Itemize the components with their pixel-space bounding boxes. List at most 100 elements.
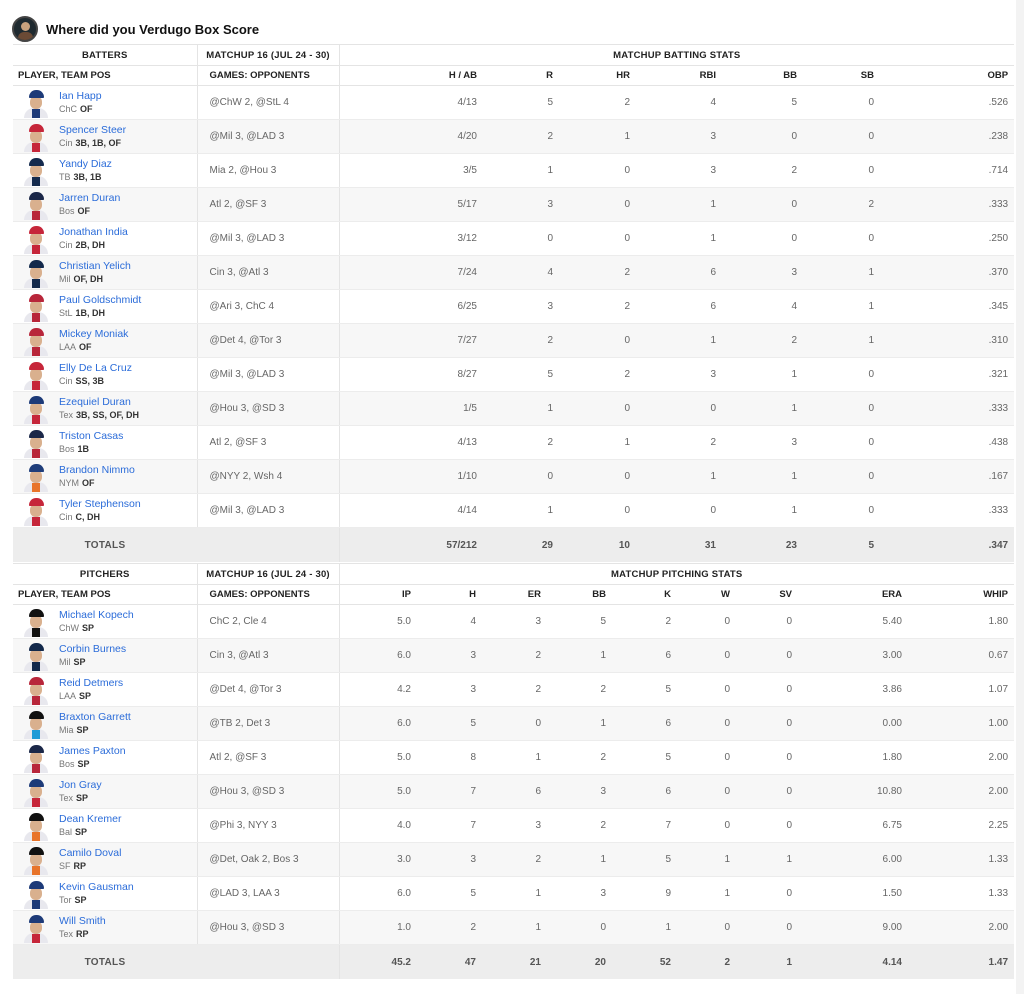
stat-column-header[interactable]: HR [567,65,644,86]
stat-cell: .238 [888,119,1015,154]
player-name-link[interactable]: Braxton Garrett [59,711,131,723]
player-headshot-icon[interactable] [23,879,49,909]
player-team: StL [59,308,73,318]
stat-cell: 3 [491,289,567,324]
player-headshot-icon[interactable] [23,258,49,288]
player-row: Braxton Garrett Mia SP @TB 2, Det 3 6.0 5 0 1 6 0… [13,706,1015,741]
player-headshot-icon[interactable] [23,641,49,671]
player-headshot-icon[interactable] [23,326,49,356]
stat-cell: 7 [620,808,685,843]
player-row: Elly De La Cruz Cin SS, 3B @Mil 3, @LAD 3 8/… [13,357,1015,392]
player-name-link[interactable]: Tyler Stephenson [59,498,141,510]
stat-column-header[interactable]: ERA [806,584,916,605]
player-row: Michael Kopech ChW SP ChC 2, Cle 4 5.0 4 3 5 2 0 0… [13,604,1015,639]
stat-cell: 0 [744,910,806,945]
player-team: ChW [59,623,79,633]
player-name-link[interactable]: Will Smith [59,915,106,927]
stat-cell: 0 [811,459,888,494]
stat-cell: 0 [744,672,806,707]
stat-cell: 1.00 [916,706,1015,741]
player-name-link[interactable]: Jon Gray [59,779,102,791]
stat-cell: 0 [567,187,644,222]
player-headshot-icon[interactable] [23,845,49,875]
stat-column-header[interactable]: W [685,584,744,605]
player-headshot-icon[interactable] [23,190,49,220]
stat-cell: 0 [744,740,806,775]
player-headshot-icon[interactable] [23,743,49,773]
games-column-header[interactable]: GAMES: OPPONENTS [197,65,340,86]
team-logo-avatar[interactable] [12,16,38,42]
player-headshot-icon[interactable] [23,811,49,841]
stat-column-header[interactable]: H [425,584,490,605]
stat-column-header[interactable]: SV [744,584,806,605]
player-headshot-icon[interactable] [23,292,49,322]
stat-cell: 1.80 [806,740,916,775]
stat-column-header[interactable]: WHIP [916,584,1015,605]
stat-cell: .438 [888,425,1015,460]
player-team: Bos [59,759,75,769]
player-name-link[interactable]: Paul Goldschmidt [59,294,142,306]
stat-column-header[interactable]: SB [811,65,888,86]
player-headshot-icon[interactable] [23,462,49,492]
player-name-link[interactable]: Ian Happ [59,90,102,102]
stat-cell: 4/14 [339,493,491,528]
player-name-link[interactable]: Kevin Gausman [59,881,134,893]
player-headshot-icon[interactable] [23,156,49,186]
player-name-link[interactable]: Triston Casas [59,430,124,442]
stat-column-header[interactable]: RBI [644,65,730,86]
stat-column-header[interactable]: BB [555,584,620,605]
player-headshot-icon[interactable] [23,428,49,458]
player-name-link[interactable]: Dean Kremer [59,813,122,825]
stat-column-header[interactable]: ER [490,584,555,605]
player-name-link[interactable]: Reid Detmers [59,677,124,689]
stat-cell: 5 [491,357,567,392]
player-headshot-icon[interactable] [23,122,49,152]
player-column-header[interactable]: PLAYER, TEAM POS [13,584,198,605]
player-name-link[interactable]: Jarren Duran [59,192,121,204]
page-scrollbar[interactable] [1016,0,1024,994]
stat-column-header[interactable]: H / AB [339,65,491,86]
player-row: Triston Casas Bos 1B Atl 2, @SF 3 4/13 2 1 2 3 0.… [13,425,1015,460]
player-name-link[interactable]: Corbin Burnes [59,643,127,655]
player-headshot-icon[interactable] [23,224,49,254]
stat-cell: 1 [555,706,620,741]
player-name-link[interactable]: Spencer Steer [59,124,127,136]
player-name-link[interactable]: Elly De La Cruz [59,362,132,374]
player-row: Brandon Nimmo NYM OF @NYY 2, Wsh 4 1/10 0 0 1 1 0… [13,459,1015,494]
player-name-link[interactable]: Christian Yelich [59,260,131,272]
player-headshot-icon[interactable] [23,88,49,118]
player-name-link[interactable]: Camilo Doval [59,847,122,859]
player-team: Bos [59,206,75,216]
player-headshot-icon[interactable] [23,777,49,807]
player-column-header[interactable]: PLAYER, TEAM POS [13,65,198,86]
stat-cell: 0 [685,774,744,809]
player-headshot-icon[interactable] [23,709,49,739]
games-opponents-cell: @Hou 3, @SD 3 [197,774,340,809]
stat-column-header[interactable]: IP [339,584,425,605]
stat-cell: 7 [425,774,490,809]
player-headshot-icon[interactable] [23,496,49,526]
stat-cell: 0 [811,493,888,528]
player-name-link[interactable]: Mickey Moniak [59,328,129,340]
stat-column-header[interactable]: R [491,65,567,86]
games-column-header[interactable]: GAMES: OPPONENTS [197,584,340,605]
player-headshot-icon[interactable] [23,607,49,637]
player-headshot-icon[interactable] [23,675,49,705]
player-headshot-icon[interactable] [23,360,49,390]
player-name-link[interactable]: Ezequiel Duran [59,396,131,408]
stat-column-header[interactable]: OBP [888,65,1015,86]
player-position: OF [80,104,93,114]
player-name-link[interactable]: Brandon Nimmo [59,464,135,476]
player-name-link[interactable]: Jonathan India [59,226,128,238]
player-headshot-icon[interactable] [23,913,49,943]
player-name-link[interactable]: Yandy Diaz [59,158,112,170]
stat-cell: 4 [425,604,490,639]
stat-column-header[interactable]: K [620,584,685,605]
stat-column-header[interactable]: BB [730,65,811,86]
total-stat-cell: 29 [491,527,567,562]
player-headshot-icon[interactable] [23,394,49,424]
stat-cell: 0 [744,774,806,809]
player-name-link[interactable]: James Paxton [59,745,126,757]
player-position: SP [82,623,95,633]
player-name-link[interactable]: Michael Kopech [59,609,134,621]
